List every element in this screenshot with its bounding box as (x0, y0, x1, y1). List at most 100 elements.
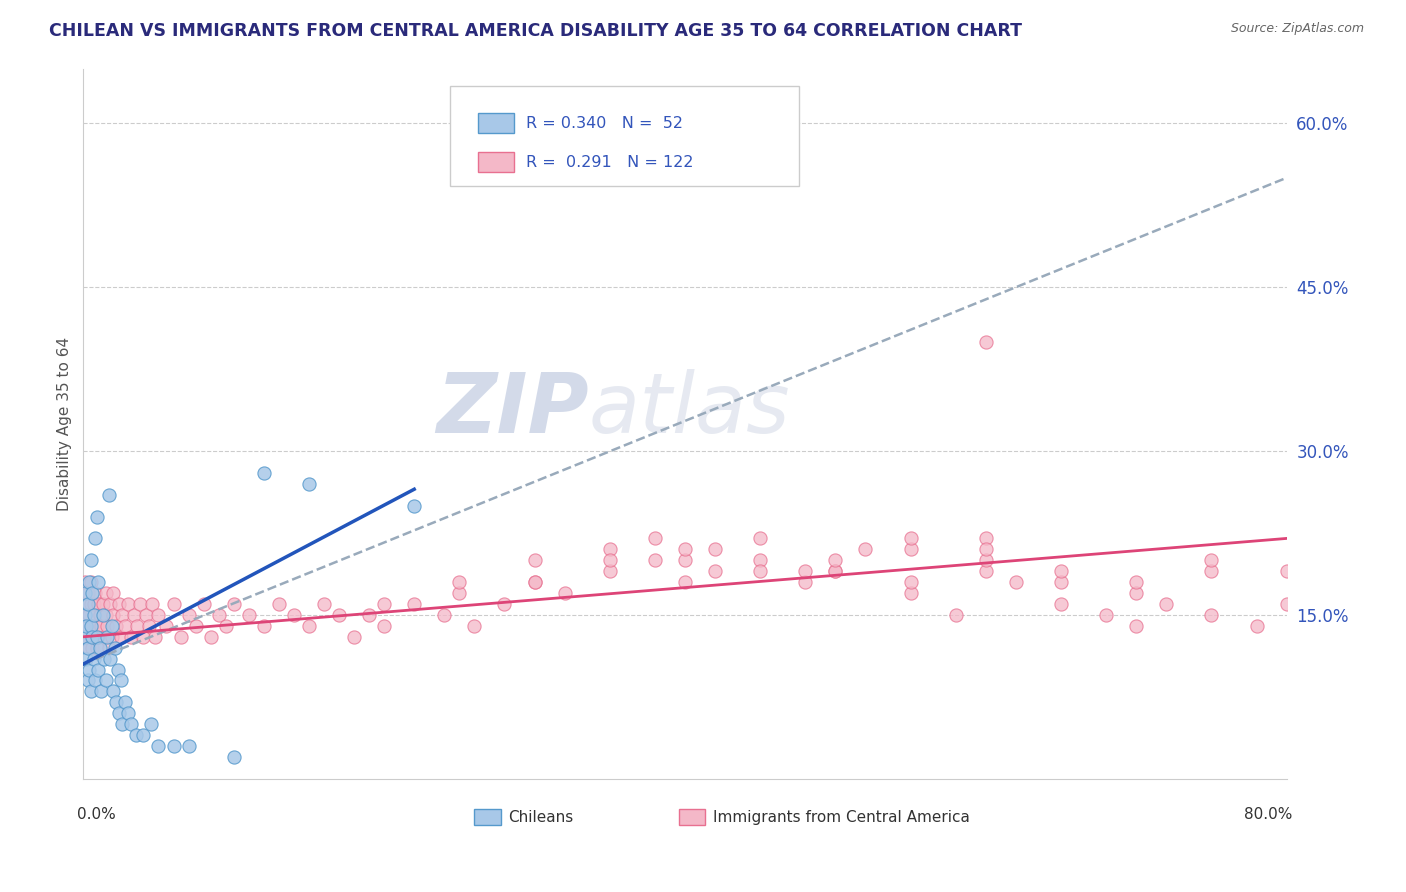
Point (132, 630, 155, 644)
FancyBboxPatch shape (474, 809, 501, 825)
Point (145, 630, 167, 644)
Point (1125, 586, 1147, 600)
Point (114, 619, 136, 633)
Point (162, 739, 184, 753)
Point (84, 586, 107, 600)
Point (114, 695, 136, 709)
Point (855, 542, 877, 557)
Point (945, 607, 967, 622)
Point (824, 564, 846, 578)
Point (110, 673, 132, 688)
Point (120, 630, 142, 644)
Point (404, 499, 426, 513)
Point (96, 619, 118, 633)
Point (94, 673, 117, 688)
Point (75, 651, 97, 665)
Point (87, 663, 110, 677)
Point (103, 684, 125, 698)
Point (749, 564, 772, 578)
Point (73, 607, 96, 622)
Point (90, 684, 112, 698)
Point (238, 607, 260, 622)
Point (86, 630, 108, 644)
Point (184, 619, 207, 633)
Point (433, 607, 456, 622)
Point (89, 607, 111, 622)
Point (94, 586, 117, 600)
Point (83, 607, 105, 622)
Point (1201, 564, 1223, 578)
Point (673, 575, 696, 590)
Point (108, 597, 131, 611)
Point (463, 619, 485, 633)
Point (76, 673, 98, 688)
Point (97, 640, 120, 655)
Point (449, 586, 471, 600)
Point (97, 488, 120, 502)
Point (86, 619, 108, 633)
Y-axis label: Disability Age 35 to 64: Disability Age 35 to 64 (58, 336, 72, 511)
Point (644, 532, 666, 546)
Point (1201, 553, 1223, 567)
Point (73, 586, 96, 600)
Point (599, 564, 621, 578)
Point (80, 553, 103, 567)
Point (105, 619, 128, 633)
Point (89, 640, 111, 655)
Point (93, 630, 115, 644)
Point (111, 607, 134, 622)
Point (253, 619, 276, 633)
Point (76, 597, 98, 611)
Point (80, 575, 103, 590)
Point (84, 607, 107, 622)
Point (132, 728, 155, 742)
Point (103, 586, 125, 600)
Point (1275, 564, 1298, 578)
Point (141, 597, 163, 611)
Point (312, 597, 335, 611)
Point (120, 717, 142, 731)
Point (135, 607, 157, 622)
Point (83, 651, 105, 665)
FancyBboxPatch shape (478, 113, 515, 133)
Point (283, 607, 305, 622)
Point (298, 476, 321, 491)
Point (87, 630, 110, 644)
Point (673, 553, 696, 567)
Point (253, 466, 276, 480)
Point (98, 597, 121, 611)
Point (82, 586, 104, 600)
Point (824, 564, 846, 578)
Point (82, 640, 104, 655)
Point (83, 630, 105, 644)
Point (90, 619, 112, 633)
FancyBboxPatch shape (450, 87, 799, 186)
Point (155, 619, 177, 633)
Point (222, 750, 245, 764)
Point (673, 542, 696, 557)
Point (373, 619, 395, 633)
Point (1275, 597, 1298, 611)
Point (117, 597, 139, 611)
Point (101, 619, 124, 633)
Point (494, 597, 516, 611)
Point (359, 607, 381, 622)
Point (170, 630, 193, 644)
Point (86, 640, 108, 655)
Point (75, 630, 97, 644)
Point (900, 586, 922, 600)
Point (177, 739, 200, 753)
Text: R =  0.291   N = 122: R = 0.291 N = 122 (526, 155, 693, 169)
Point (974, 564, 997, 578)
Point (599, 542, 621, 557)
Text: R = 0.340   N =  52: R = 0.340 N = 52 (526, 116, 683, 131)
Point (1050, 564, 1073, 578)
Point (94, 607, 117, 622)
Point (704, 542, 727, 557)
Point (794, 564, 817, 578)
Point (86, 509, 108, 524)
Text: atlas: atlas (589, 369, 790, 450)
Point (1005, 575, 1028, 590)
Point (107, 663, 129, 677)
Point (523, 575, 546, 590)
